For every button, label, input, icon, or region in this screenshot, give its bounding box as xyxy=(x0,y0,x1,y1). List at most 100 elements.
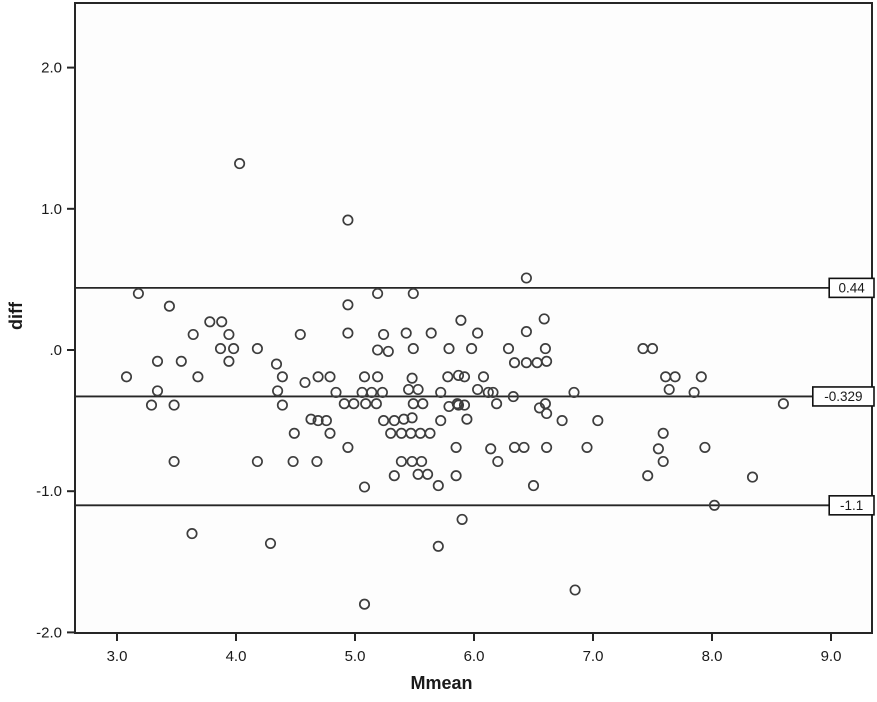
data-point xyxy=(120,371,133,383)
x-tick-label: 3.0 xyxy=(107,648,128,665)
data-point xyxy=(652,443,664,455)
data-point xyxy=(287,455,299,468)
data-point xyxy=(466,343,478,355)
data-point xyxy=(370,398,382,410)
x-tick-label: 4.0 xyxy=(226,648,247,665)
data-point xyxy=(342,214,354,226)
data-point xyxy=(568,386,580,398)
data-point xyxy=(378,415,390,427)
reference-line-label-box xyxy=(828,495,875,516)
data-point xyxy=(406,372,418,384)
data-point xyxy=(425,327,437,339)
data-point xyxy=(663,383,675,396)
data-point xyxy=(395,455,407,468)
x-tick-label: 5.0 xyxy=(345,648,366,665)
data-point xyxy=(358,598,371,610)
data-point xyxy=(592,415,604,427)
data-point xyxy=(276,371,288,383)
data-point xyxy=(777,398,789,410)
data-point xyxy=(151,385,164,397)
data-point xyxy=(372,344,384,356)
data-point xyxy=(581,441,593,453)
data-point xyxy=(312,415,324,427)
data-point xyxy=(412,383,424,396)
data-point xyxy=(455,314,467,326)
data-point xyxy=(378,328,390,341)
reference-line-label-box xyxy=(811,386,875,407)
x-tick-label: 7.0 xyxy=(583,648,604,665)
data-point xyxy=(538,313,550,325)
data-point xyxy=(435,386,447,398)
data-point xyxy=(417,398,429,410)
data-point xyxy=(541,355,553,367)
data-point xyxy=(305,413,317,425)
data-point xyxy=(342,441,354,453)
data-point xyxy=(487,386,499,398)
y-tick-label: -1.0 xyxy=(36,483,62,500)
data-point xyxy=(695,371,707,383)
data-point xyxy=(214,343,227,355)
data-point xyxy=(527,480,540,492)
data-point xyxy=(272,385,284,397)
data-point xyxy=(132,287,144,300)
data-point xyxy=(533,402,546,414)
data-point xyxy=(342,327,354,339)
y-tick-label: -2.0 xyxy=(36,624,62,641)
data-point xyxy=(452,369,465,381)
y-axis-title: diff xyxy=(6,301,26,330)
data-point xyxy=(642,470,654,482)
data-point xyxy=(312,371,324,383)
y-tick-label: 1.0 xyxy=(41,201,62,218)
data-point xyxy=(324,371,336,383)
data-point xyxy=(311,455,323,468)
data-point xyxy=(186,528,198,540)
data-point xyxy=(360,398,372,410)
data-point xyxy=(541,441,553,453)
data-point xyxy=(407,343,419,355)
data-point xyxy=(407,287,419,300)
data-point xyxy=(398,413,410,425)
data-point xyxy=(366,386,378,398)
data-point xyxy=(450,470,462,482)
y-tick-label: .0 xyxy=(49,342,62,359)
data-point xyxy=(372,287,384,300)
data-point xyxy=(294,328,306,341)
x-tick-label: 9.0 xyxy=(821,648,842,665)
data-point xyxy=(508,357,521,369)
data-point xyxy=(442,371,454,383)
data-point xyxy=(518,441,530,453)
data-point xyxy=(646,343,659,355)
data-point xyxy=(492,455,504,468)
data-point xyxy=(288,427,300,439)
data-point xyxy=(422,468,434,480)
data-point xyxy=(276,399,288,411)
data-point xyxy=(688,386,700,398)
data-point xyxy=(168,455,180,468)
data-point xyxy=(435,415,447,427)
data-point xyxy=(175,355,187,367)
data-point xyxy=(168,399,180,411)
data-point xyxy=(458,399,471,411)
data-point xyxy=(400,327,412,339)
data-point xyxy=(450,441,462,453)
data-point xyxy=(539,343,551,355)
reference-line-label: -1.1 xyxy=(840,498,863,513)
data-point xyxy=(708,499,720,511)
data-point xyxy=(472,383,484,396)
reference-line-label: 0.44 xyxy=(838,280,865,295)
data-point xyxy=(477,371,490,383)
data-point xyxy=(541,407,553,420)
data-point xyxy=(223,328,235,341)
data-point xyxy=(192,371,204,383)
data-point xyxy=(657,455,669,468)
y-tick-label: 2.0 xyxy=(41,60,62,77)
data-point xyxy=(669,371,681,383)
data-point xyxy=(385,427,397,439)
data-point xyxy=(406,412,418,424)
data-point xyxy=(520,357,532,369)
data-point xyxy=(520,326,532,338)
data-point xyxy=(452,399,465,411)
data-point xyxy=(569,584,581,596)
data-point xyxy=(432,540,444,552)
